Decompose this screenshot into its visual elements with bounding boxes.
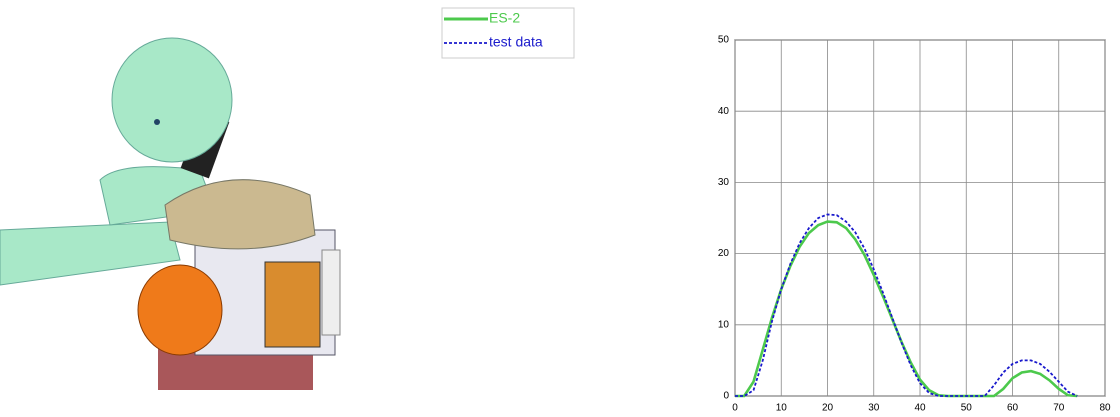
y-tick-label: 0 [723,391,729,402]
y-tick-label: 10 [718,319,730,330]
ribs [321,249,341,336]
x-tick-label: 40 [914,403,926,414]
shoulder [164,179,316,250]
x-tick-label: 70 [1053,403,1065,414]
plate [264,261,321,348]
legend-label: ES-2 [489,10,520,26]
arm-disc [137,264,223,356]
x-tick-label: 20 [822,403,834,414]
x-tick-label: 60 [1007,403,1019,414]
series-line [735,213,1078,397]
x-tick-label: 0 [732,403,738,414]
y-tick-label: 30 [718,177,730,188]
legend-label: test data [489,34,543,50]
y-tick-label: 20 [718,248,730,259]
x-tick-label: 80 [1099,403,1111,414]
y-tick-label: 40 [718,106,730,117]
x-tick-label: 10 [776,403,788,414]
legend-box [441,7,575,59]
head [111,37,233,163]
series-line [735,220,1078,398]
eye [154,119,160,125]
dummy-render [0,37,341,390]
legend: ES-2 test data [441,7,575,59]
y-tick-label: 50 [718,35,730,46]
x-tick-label: 30 [868,403,880,414]
x-tick-label: 50 [961,403,973,414]
